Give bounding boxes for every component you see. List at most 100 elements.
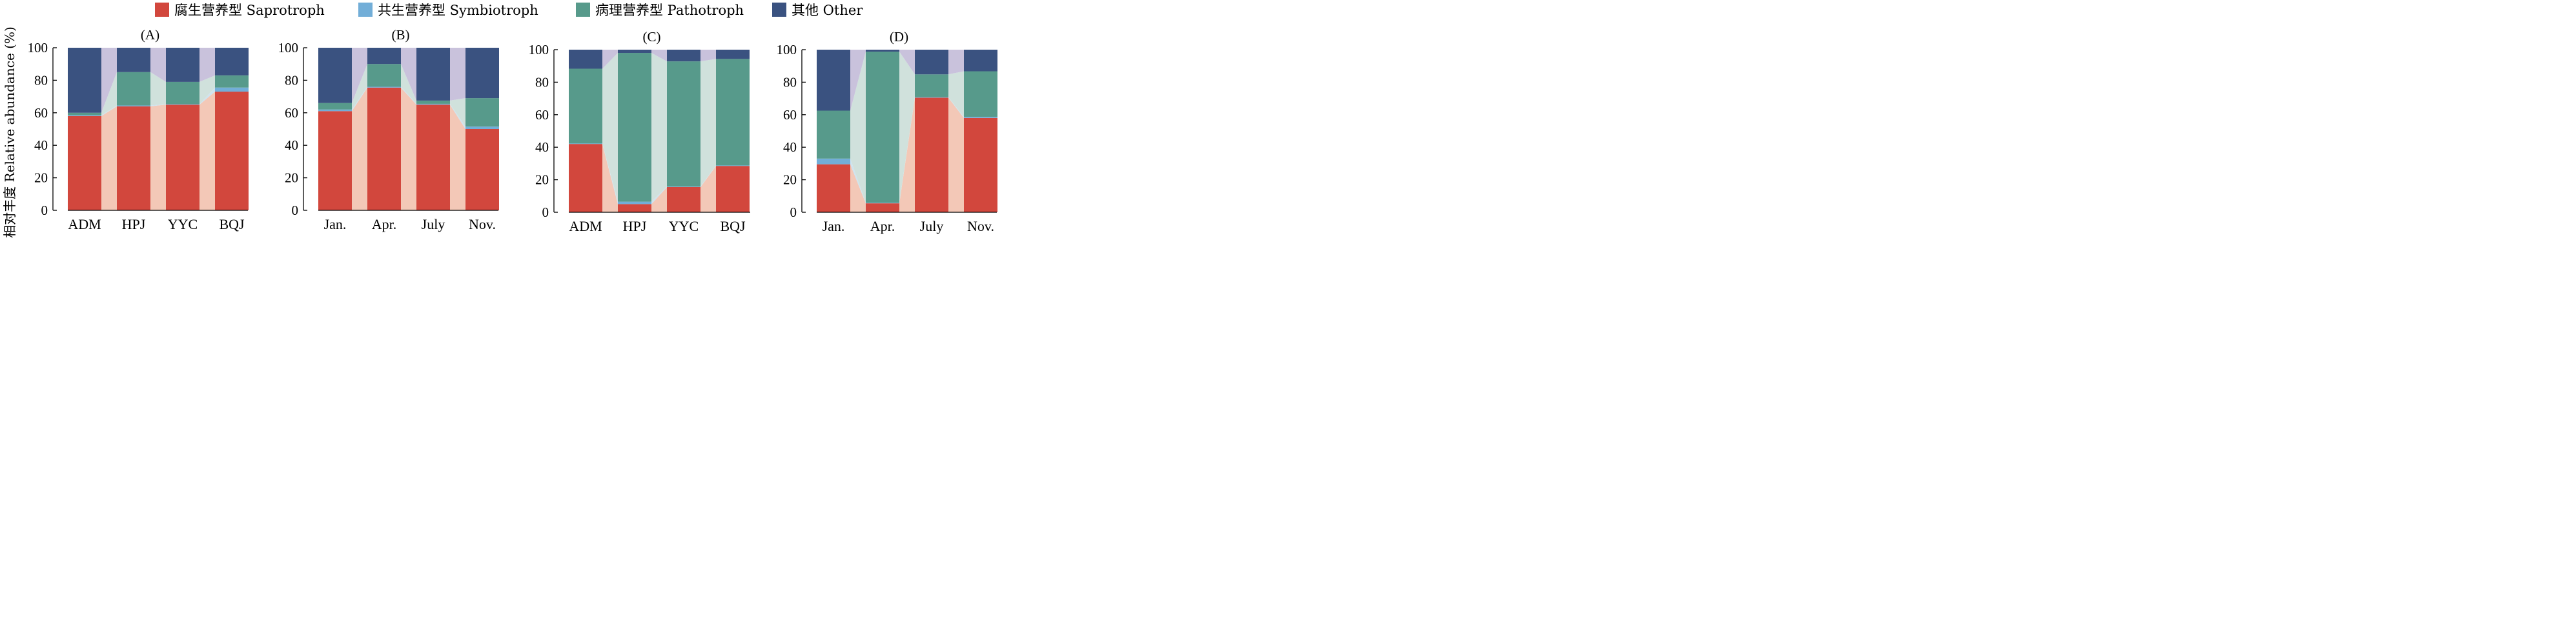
- panel-4-bar-pathotroph-apr: [866, 52, 899, 203]
- panel-3-band-other-1: [602, 50, 618, 69]
- panel-3-band-saprotroph-3: [700, 166, 716, 212]
- panel-1-y-tick-label-100: 100: [28, 40, 48, 55]
- panel-3-bar-saprotroph-adm: [569, 144, 602, 212]
- panel-3-band-saprotroph-2: [651, 186, 667, 212]
- panel-4-band-other-1: [850, 50, 866, 111]
- panel-3-band-symbiotroph-2: [651, 186, 667, 205]
- panel-4-bar-pathotroph-jan: [817, 110, 850, 159]
- panel-1-y-tick-label-80: 80: [34, 72, 48, 88]
- panel-2-bar-other-apr: [367, 48, 401, 65]
- panel-1-band-other-1: [101, 48, 117, 113]
- panel-2-bar-symbiotroph-apr: [367, 86, 401, 88]
- panel-1-x-tick-label-hpj: HPJ: [122, 216, 146, 232]
- panel-1-y-tick-label-60: 60: [34, 105, 48, 121]
- panel-1-bar-pathotroph-adm: [68, 112, 101, 115]
- panel-1-y-tick-label-0: 0: [41, 203, 48, 218]
- panel-3-band-other-3: [700, 50, 716, 62]
- panel-2-band-pathotroph-1: [352, 64, 367, 110]
- panel-3-bar-saprotroph-bqj: [716, 166, 750, 212]
- panel-4-band-saprotroph-1: [850, 164, 866, 212]
- panel-2-band-pathotroph-2: [401, 64, 416, 104]
- panel-1-band-saprotroph-3: [199, 92, 215, 210]
- legend-swatch-saprotroph: [155, 3, 169, 17]
- panel-2-band-saprotroph-1: [352, 87, 367, 210]
- panel-4-band-other-3: [948, 50, 964, 75]
- panel-2-y-tick-label-80: 80: [285, 72, 298, 88]
- panel-4-bar-pathotroph-nov: [964, 71, 997, 117]
- panel-4-y-tick-label-80: 80: [783, 74, 797, 90]
- panel-4-title: (D): [890, 29, 908, 45]
- panel-2-x-tick-label-jan: Jan.: [324, 216, 347, 232]
- panel-3-band-pathotroph-1: [602, 53, 618, 202]
- panel-2-title: (B): [392, 27, 410, 43]
- panel-1-bar-saprotroph-yyc: [166, 105, 199, 210]
- panel-3-band-symbiotroph-3: [700, 165, 716, 187]
- panel-2-band-other-1: [352, 48, 367, 103]
- panel-4-bar-symbiotroph-july: [915, 97, 948, 98]
- panel-2-bar-saprotroph-nov: [465, 129, 499, 210]
- panel-3-y-tick-label-40: 40: [535, 139, 549, 155]
- legend: 腐生营养型 Saprotroph 共生营养型 Symbiotroph 病理营养型…: [0, 0, 1012, 19]
- panel-2-band-other-2: [401, 48, 416, 101]
- panel-4-y-tick-label-20: 20: [783, 172, 797, 188]
- panel-2-bar-other-nov: [465, 48, 499, 99]
- panel-4-y-tick-label-0: 0: [790, 205, 797, 220]
- panel-3-band-other-2: [651, 50, 667, 62]
- panel-1-band-other-3: [199, 48, 215, 82]
- panel-3-bar-other-yyc: [667, 50, 700, 62]
- panel-4-x-tick-label-july: July: [920, 218, 944, 234]
- panel-1-band-symbiotroph-1: [101, 105, 117, 116]
- panel-1-x-tick-label-adm: ADM: [68, 216, 101, 232]
- panel-2-bar-pathotroph-apr: [367, 64, 401, 87]
- panel-1-y-tick-label-40: 40: [34, 137, 48, 153]
- panel-3-bar-saprotroph-yyc: [667, 186, 700, 212]
- panel-4-band-symbiotroph-2: [899, 97, 915, 204]
- panel-4-bar-other-apr: [866, 50, 899, 52]
- panel-1-band-saprotroph-1: [101, 106, 117, 210]
- panel-1-bar-other-hpj: [117, 48, 150, 72]
- panel-1-bar-pathotroph-yyc: [166, 81, 199, 105]
- panel-2-bar-other-july: [416, 48, 450, 101]
- legend-label-saprotroph: 腐生营养型 Saprotroph: [174, 3, 325, 18]
- panel-4-x-tick-label-jan: Jan.: [823, 218, 845, 234]
- legend-swatch-pathotroph: [576, 3, 590, 17]
- panel-2-band-pathotroph-3: [450, 98, 465, 127]
- panel-1-bar-symbiotroph-adm: [68, 115, 101, 116]
- panel-1-band-other-2: [150, 48, 166, 82]
- panel-2-band-symbiotroph-2: [401, 86, 416, 105]
- panel-3-x-tick-label-adm: ADM: [569, 218, 602, 234]
- panel-3-band-pathotroph-3: [700, 59, 716, 187]
- panel-2-band-symbiotroph-1: [352, 86, 367, 112]
- legend-label-other: 其他 Other: [792, 3, 863, 18]
- panel-2-bar-pathotroph-jan: [318, 103, 352, 110]
- panel-3-bar-pathotroph-bqj: [716, 59, 750, 166]
- legend-label-pathotroph: 病理营养型 Pathotroph: [595, 3, 744, 18]
- panel-1-bar-symbiotroph-hpj: [117, 105, 150, 106]
- panel-2-bar-pathotroph-july: [416, 100, 450, 104]
- panel-2-bar-symbiotroph-jan: [318, 109, 352, 112]
- panel-3-bar-pathotroph-hpj: [618, 53, 651, 202]
- panel-4-band-pathotroph-1: [850, 52, 866, 203]
- panel-2-y-tick-label-0: 0: [292, 203, 299, 218]
- panel-1-bar-saprotroph-adm: [68, 115, 101, 210]
- panel-2-band-other-3: [450, 48, 465, 101]
- panel-2-y-tick-label-60: 60: [285, 105, 298, 121]
- panel-3-band-saprotroph-1: [602, 144, 618, 212]
- panel-2-bar-symbiotroph-july: [416, 103, 450, 105]
- panel-2-bar-saprotroph-apr: [367, 87, 401, 210]
- panel-4-band-pathotroph-3: [948, 71, 964, 117]
- panel-3-x-tick-label-bqj: BQJ: [720, 218, 746, 234]
- panel-3-y-tick-label-0: 0: [542, 205, 549, 220]
- panel-1-bar-other-yyc: [166, 48, 199, 82]
- panel-1-bar-saprotroph-hpj: [117, 106, 150, 210]
- panel-3-bar-pathotroph-adm: [569, 68, 602, 144]
- panel-1-band-pathotroph-3: [199, 75, 215, 105]
- panel-1-band-saprotroph-2: [150, 105, 166, 210]
- panel-3-bar-symbiotroph-yyc: [667, 186, 700, 187]
- panel-4-bar-other-nov: [964, 50, 997, 72]
- panel-2-y-tick-label-100: 100: [278, 40, 299, 55]
- panel-1-band-pathotroph-1: [101, 72, 117, 115]
- panel-1-bar-symbiotroph-yyc: [166, 104, 199, 105]
- panel-1-bar-saprotroph-bqj: [215, 92, 249, 210]
- panel-3-bar-other-bqj: [716, 50, 750, 59]
